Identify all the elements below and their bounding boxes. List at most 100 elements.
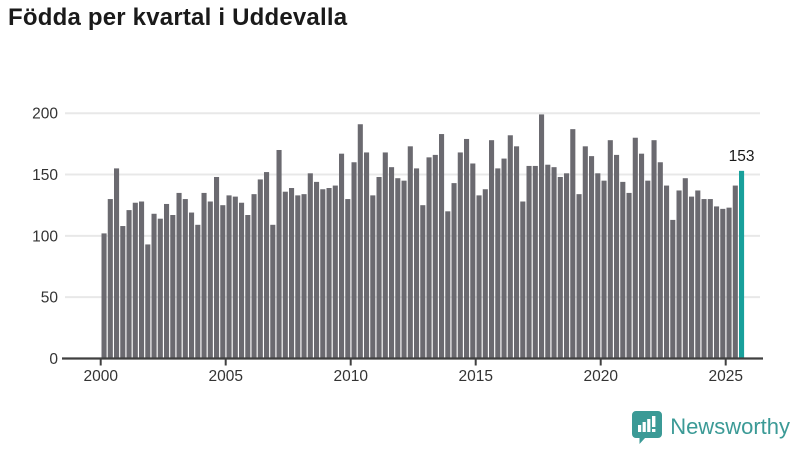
bar-2017Q2: [532, 165, 538, 359]
bar-2006Q2: [257, 179, 263, 359]
bar-2016Q1: [501, 158, 507, 359]
bar-2000Q3: [114, 168, 120, 359]
bar-2023Q2: [682, 178, 688, 359]
bar-2015Q4: [495, 168, 501, 359]
bar-2004Q3: [214, 176, 220, 359]
bar-2014Q2: [457, 152, 463, 359]
bar-2021Q4: [645, 180, 651, 359]
bar-2021Q3: [639, 153, 645, 359]
bar-2009Q4: [345, 199, 351, 359]
bar-2019Q4: [595, 173, 601, 359]
bar-2016Q4: [520, 201, 526, 359]
y-tick-label: 100: [32, 228, 58, 245]
bar-2005Q2: [232, 196, 238, 359]
bar-2013Q3: [439, 134, 445, 359]
bar-2000Q4: [120, 226, 126, 359]
bar-2013Q1: [426, 157, 432, 359]
bar-2014Q1: [451, 183, 457, 359]
bar-2012Q1: [401, 180, 407, 359]
bar-2013Q2: [432, 154, 438, 359]
bar-2019Q1: [576, 194, 582, 359]
bar-2022Q4: [670, 219, 676, 359]
bar-2022Q2: [657, 162, 663, 359]
bar-2021Q2: [632, 137, 638, 359]
bar-2013Q4: [445, 211, 451, 359]
bar-2008Q1: [301, 194, 307, 359]
bar-2015Q1: [476, 195, 482, 359]
bar-2006Q1: [251, 194, 257, 359]
bar-2024Q2: [707, 199, 713, 359]
y-tick-label: 0: [49, 351, 58, 368]
bar-2005Q1: [226, 195, 232, 359]
bar-2003Q3: [189, 212, 195, 359]
bar-2011Q2: [382, 152, 388, 359]
bar-2000Q2: [107, 199, 113, 359]
x-tick-label: 2020: [583, 368, 618, 385]
newsworthy-logo[interactable]: Newsworthy: [632, 410, 790, 444]
bar-2002Q2: [157, 218, 163, 359]
highlighted-bar-2025Q3: [739, 170, 745, 359]
bar-2000Q1: [101, 233, 107, 359]
bar-2023Q1: [676, 190, 682, 359]
bar-2008Q3: [314, 181, 320, 359]
bar-2019Q2: [582, 146, 588, 359]
bar-2016Q2: [507, 135, 513, 359]
bar-2006Q4: [270, 224, 276, 359]
bar-2025Q1: [726, 207, 732, 359]
bar-2001Q3: [139, 201, 145, 359]
bar-2015Q3: [489, 140, 495, 359]
bar-2010Q3: [364, 152, 370, 359]
x-tick-label: 2015: [458, 368, 492, 385]
bar-2010Q2: [357, 124, 363, 359]
bar-2007Q4: [295, 195, 301, 359]
bar-2001Q1: [126, 210, 132, 359]
bar-2017Q3: [539, 114, 545, 359]
bar-2009Q2: [332, 185, 338, 359]
bar-2007Q3: [289, 188, 295, 359]
bar-2002Q4: [170, 214, 176, 359]
bar-2009Q3: [339, 153, 345, 359]
bar-2011Q1: [376, 176, 382, 359]
bar-2009Q1: [326, 188, 332, 359]
bar-2017Q4: [545, 164, 551, 359]
x-tick-label: 2025: [708, 368, 742, 385]
bar-2012Q3: [414, 168, 420, 359]
bar-2003Q2: [182, 199, 188, 359]
bar-2018Q4: [570, 129, 576, 359]
bar-2015Q2: [482, 189, 488, 359]
bar-2008Q2: [307, 173, 313, 359]
y-tick-label: 200: [32, 106, 58, 123]
y-tick-label: 50: [41, 290, 59, 307]
bar-2002Q1: [151, 213, 157, 359]
bar-2014Q4: [470, 163, 476, 359]
bar-2018Q2: [557, 176, 563, 359]
bar-2008Q4: [320, 189, 326, 359]
bar-2004Q2: [207, 201, 213, 359]
bar-2022Q3: [664, 185, 670, 359]
bar-2016Q3: [514, 146, 520, 359]
bar-2003Q1: [176, 192, 182, 359]
bar-2011Q4: [395, 178, 401, 359]
bar-2005Q4: [245, 214, 251, 359]
bar-2002Q3: [164, 203, 170, 359]
bar-2014Q3: [464, 138, 470, 359]
bar-2018Q1: [551, 167, 557, 359]
bar-2020Q4: [620, 181, 626, 359]
bar-2021Q1: [626, 192, 632, 359]
bar-2023Q4: [695, 190, 701, 359]
bar-2024Q1: [701, 199, 707, 359]
bar-2020Q1: [601, 180, 607, 359]
bar-2011Q3: [389, 167, 395, 359]
bar-2012Q2: [407, 146, 413, 359]
bar-2003Q4: [195, 224, 201, 359]
bar-2004Q4: [220, 205, 226, 359]
brand-name: Newsworthy: [670, 414, 790, 439]
x-tick-label: 2000: [83, 368, 118, 385]
chart-title: Födda per kvartal i Uddevalla: [8, 4, 348, 31]
y-tick-label: 150: [32, 167, 58, 184]
bar-2005Q3: [239, 202, 245, 359]
x-tick-label: 2005: [208, 368, 242, 385]
bar-2004Q1: [201, 192, 207, 359]
bar-2001Q2: [132, 202, 138, 359]
